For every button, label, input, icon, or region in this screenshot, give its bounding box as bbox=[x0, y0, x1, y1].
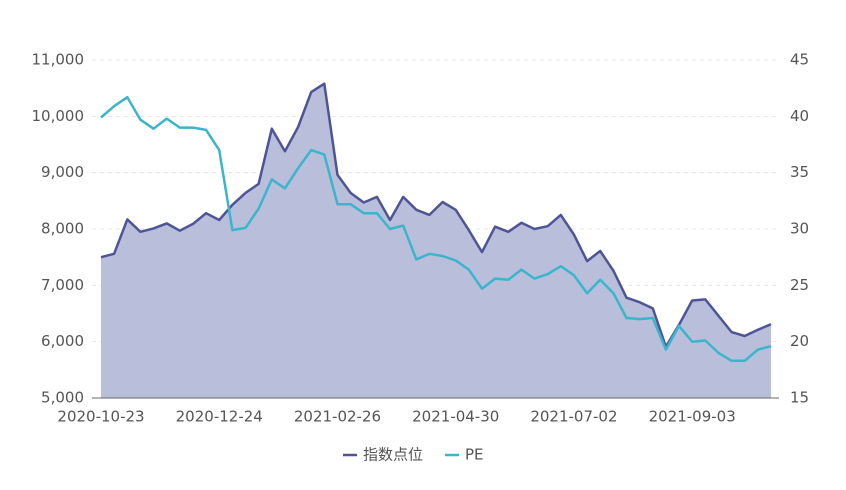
y-tick-label: 9,000 bbox=[41, 163, 84, 181]
y-tick-label: 11,000 bbox=[32, 51, 85, 69]
legend-label: PE bbox=[465, 446, 484, 464]
y2-tick-label: 15 bbox=[790, 389, 809, 407]
x-tick-label: 2021-09-03 bbox=[649, 408, 736, 426]
x-tick-label: 2021-02-26 bbox=[294, 408, 381, 426]
y2-tick-label: 35 bbox=[790, 163, 809, 181]
legend-label: 指数点位 bbox=[363, 446, 423, 464]
y-tick-label: 10,000 bbox=[32, 107, 85, 125]
area bbox=[101, 83, 771, 398]
y-tick-label: 8,000 bbox=[41, 220, 84, 238]
y-tick-label: 7,000 bbox=[41, 276, 84, 294]
y2-tick-label: 40 bbox=[790, 107, 809, 125]
x-tick-label: 2020-12-24 bbox=[176, 408, 263, 426]
line bbox=[100, 82, 772, 348]
y-tick-label: 6,000 bbox=[41, 332, 84, 350]
y-tick-label: 5,000 bbox=[41, 389, 84, 407]
y2-tick-label: 30 bbox=[790, 220, 809, 238]
y2-tick-label: 20 bbox=[790, 332, 809, 350]
x-tick-label: 2020-10-23 bbox=[57, 408, 144, 426]
x-tick-label: 2021-04-30 bbox=[412, 408, 499, 426]
y2-tick-label: 45 bbox=[790, 51, 809, 69]
x-tick-label: 2021-07-02 bbox=[530, 408, 617, 426]
y2-tick-label: 25 bbox=[790, 276, 809, 294]
line bbox=[100, 95, 772, 363]
